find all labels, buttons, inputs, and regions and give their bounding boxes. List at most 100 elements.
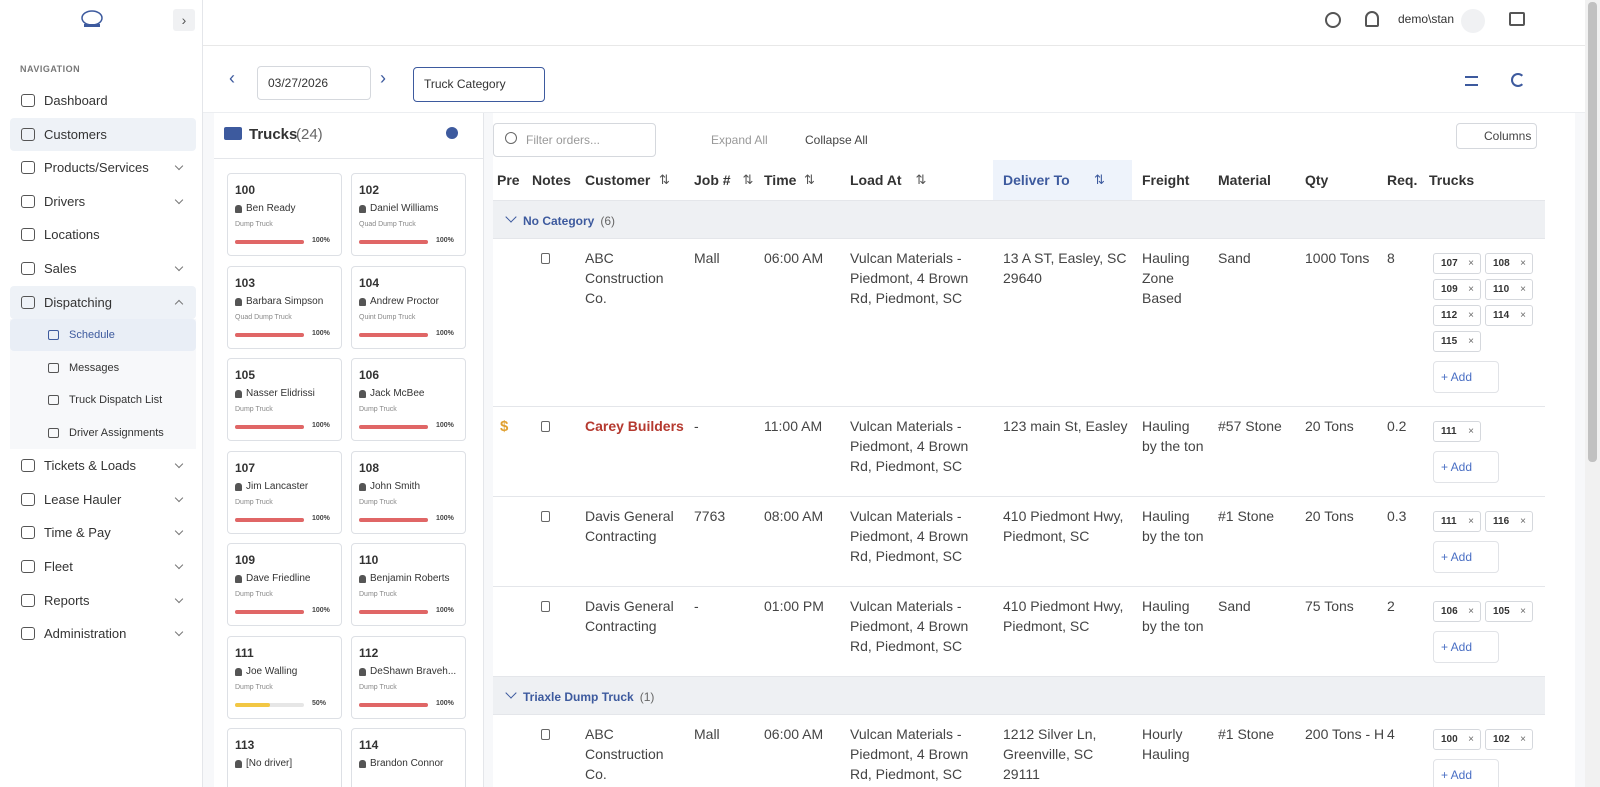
truck-card[interactable]: 106 Jack McBee Dump Truck 100%: [351, 358, 466, 441]
nav-item[interactable]: Customers: [10, 117, 196, 151]
truck-card[interactable]: 100 Ben Ready Dump Truck 100%: [227, 173, 342, 256]
nav-item[interactable]: Administration: [10, 617, 196, 650]
nav-item[interactable]: Products/Services: [10, 151, 196, 184]
truck-card[interactable]: 113 [No driver]: [227, 728, 342, 787]
subnav-icon: [48, 362, 59, 373]
nav-item[interactable]: Dispatching: [10, 285, 196, 319]
notes-icon[interactable]: [541, 729, 550, 740]
nav-item[interactable]: Fleet: [10, 550, 196, 583]
subnav-item[interactable]: Schedule: [10, 319, 196, 352]
nav-icon: [21, 526, 35, 540]
orders-panel: Filter orders... Expand All Collapse All…: [493, 113, 1575, 787]
chat-icon[interactable]: [1509, 12, 1525, 26]
trucks-settings[interactable]: [446, 127, 458, 139]
next-day[interactable]: ›: [380, 68, 386, 88]
category-select[interactable]: Truck Category: [413, 67, 545, 102]
truck-card[interactable]: 102 Daniel Williams Quad Dump Truck 100%: [351, 173, 466, 256]
order-row: ABC Construction Co. Mall 06:00 AM Vulcan M…: [493, 239, 1545, 407]
user-avatar[interactable]: [1461, 9, 1485, 33]
truck-tag[interactable]: 116: [1485, 511, 1533, 532]
driver-name: Joe Walling: [246, 665, 298, 677]
column-header: Pre: [497, 172, 520, 188]
truck-type: Dump Truck: [359, 683, 397, 691]
cell-customer: ABC Construction Co.: [585, 250, 664, 306]
truck-card[interactable]: 112 DeShawn Braveh... Dump Truck 100%: [351, 635, 466, 719]
driver-icon: [235, 482, 242, 491]
date-input[interactable]: 03/27/2026: [257, 66, 371, 100]
group-header[interactable]: Triaxle Dump Truck (1): [493, 677, 1545, 715]
group-chevron: [505, 211, 517, 223]
progress-label: 100%: [312, 422, 330, 429]
truck-tag[interactable]: 111: [1433, 511, 1481, 532]
truck-tag[interactable]: 115: [1433, 331, 1481, 352]
notes-icon[interactable]: [541, 421, 550, 432]
add-truck[interactable]: + Add: [1433, 541, 1499, 573]
subnav-item[interactable]: Truck Dispatch List: [10, 384, 196, 416]
group-header[interactable]: No Category (6): [493, 201, 1545, 239]
subnav-item[interactable]: Messages: [10, 352, 196, 384]
column-header[interactable]: Customer: [585, 172, 651, 188]
truck-card[interactable]: 105 Nasser Elidrissi Dump Truck 100%: [227, 358, 342, 441]
truck-card[interactable]: 104 Andrew Proctor Quint Dump Truck 100%: [351, 265, 466, 349]
add-truck[interactable]: + Add: [1433, 451, 1499, 483]
truck-tag[interactable]: 110: [1485, 279, 1533, 300]
prev-day[interactable]: ‹: [229, 68, 235, 88]
truck-card[interactable]: 110 Benjamin Roberts Dump Truck 100%: [351, 543, 466, 626]
progress-label: 100%: [436, 607, 454, 614]
truck-card[interactable]: 107 Jim Lancaster Dump Truck 100%: [227, 450, 342, 534]
add-truck[interactable]: + Add: [1433, 631, 1499, 663]
column-header[interactable]: Load At: [850, 172, 902, 188]
truck-tag[interactable]: 100: [1433, 729, 1481, 750]
column-header[interactable]: Deliver To: [1003, 172, 1070, 188]
truck-card[interactable]: 103 Barbara Simpson Quad Dump Truck 100%: [227, 265, 342, 349]
add-truck[interactable]: + Add: [1433, 759, 1499, 787]
truck-tag[interactable]: 114: [1485, 305, 1533, 326]
notes-icon[interactable]: [541, 601, 550, 612]
truck-card[interactable]: 108 John Smith Dump Truck 100%: [351, 450, 466, 534]
column-header[interactable]: Job #: [694, 172, 731, 188]
nav-icon: [21, 228, 35, 242]
nav-item[interactable]: Sales: [10, 252, 196, 285]
nav-item[interactable]: Locations: [10, 218, 196, 251]
nav-item[interactable]: Lease Hauler: [10, 483, 196, 516]
truck-tag[interactable]: 106: [1433, 601, 1481, 622]
collapse-all[interactable]: Collapse All: [805, 133, 868, 147]
columns-button[interactable]: Columns: [1456, 123, 1537, 149]
help-icon[interactable]: [1325, 12, 1341, 28]
nav-item[interactable]: Tickets & Loads: [10, 449, 196, 482]
truck-tag[interactable]: 102: [1485, 729, 1533, 750]
notes-icon[interactable]: [541, 511, 550, 522]
nav-item[interactable]: Dashboard: [10, 84, 196, 117]
truck-tag[interactable]: 108: [1485, 253, 1533, 274]
progress-bar: [235, 702, 270, 707]
truck-tag[interactable]: 111: [1433, 421, 1481, 442]
subnav-item[interactable]: Driver Assignments: [10, 417, 196, 449]
column-header[interactable]: Time: [764, 172, 797, 188]
truck-card[interactable]: 109 Dave Friedline Dump Truck 100%: [227, 543, 342, 626]
notifications-icon[interactable]: [1365, 11, 1379, 27]
add-truck[interactable]: + Add: [1433, 361, 1499, 393]
truck-tag[interactable]: 112: [1433, 305, 1481, 326]
subnav-label: Schedule: [69, 329, 115, 342]
truck-tag[interactable]: 105: [1485, 601, 1533, 622]
nav-icon: [21, 627, 35, 641]
menu-button[interactable]: [1465, 76, 1478, 86]
nav-item[interactable]: Reports: [10, 584, 196, 617]
user-name[interactable]: demo\stan: [1398, 12, 1455, 26]
notes-icon[interactable]: [541, 253, 550, 264]
subnav-icon: [48, 395, 59, 406]
truck-card[interactable]: 111 Joe Walling Dump Truck 50%: [227, 635, 342, 719]
truck-number: 103: [235, 275, 256, 290]
expand-all[interactable]: Expand All: [711, 133, 768, 147]
nav-label: Drivers: [44, 193, 86, 209]
collapse-sidebar[interactable]: ›: [173, 9, 195, 31]
refresh-button[interactable]: [1511, 73, 1525, 87]
search-icon: [505, 132, 517, 144]
truck-tag[interactable]: 109: [1433, 279, 1481, 300]
nav-item[interactable]: Drivers: [10, 185, 196, 218]
truck-card[interactable]: 114 Brandon Connor: [351, 728, 466, 787]
nav-label: Dashboard: [44, 93, 108, 108]
filter-input[interactable]: Filter orders...: [493, 123, 656, 157]
truck-tag[interactable]: 107: [1433, 253, 1481, 274]
nav-item[interactable]: Time & Pay: [10, 516, 196, 549]
